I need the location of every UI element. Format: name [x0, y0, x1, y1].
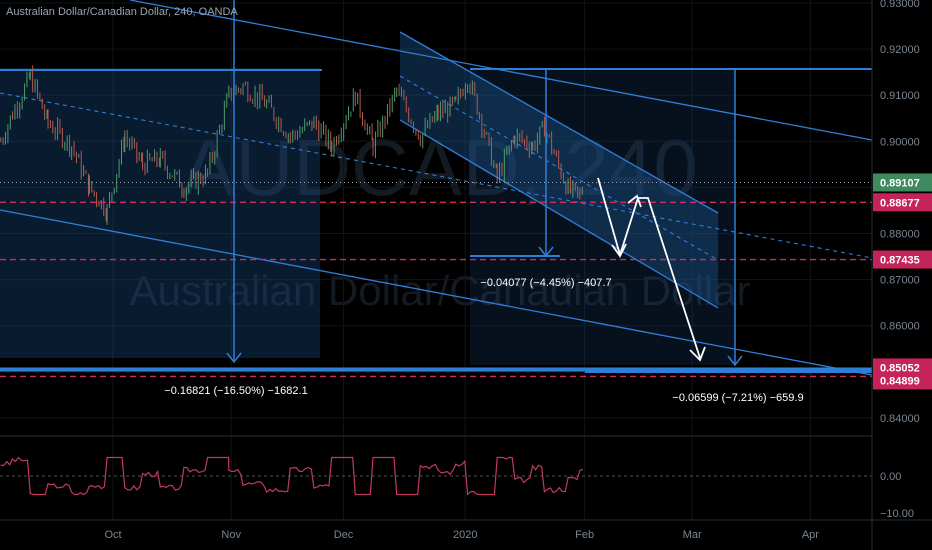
price-tick-label: 0.87000: [880, 275, 920, 287]
symbol-header: Australian Dollar/Canadian Dollar, 240, …: [6, 6, 238, 18]
measure-arrow-right-head: [727, 355, 743, 367]
arrows: [226, 0, 743, 367]
time-tick-label: Apr: [802, 529, 819, 541]
price-tick-label: 0.88000: [880, 229, 920, 241]
time-tick-label: Nov: [221, 529, 241, 541]
box-fill-right: [470, 68, 735, 365]
measurement-labels: −0.16821 (−16.50%) −1682.1 −0.04077 (−4.4…: [164, 277, 803, 404]
measure-arrow-left-head: [226, 352, 242, 364]
short-channel-lower: [399, 119, 719, 309]
price-label-bg: [873, 371, 932, 390]
box-fill-left: [0, 68, 320, 358]
measurement-label: −0.06599 (−7.21%) −659.9: [672, 392, 803, 404]
horizontal-levels: [0, 181, 872, 378]
short-channel-upper: [399, 31, 719, 214]
price-tick-label: 0.86000: [880, 321, 920, 333]
oscillator-line: [0, 456, 584, 496]
price-tick-label: 0.93000: [880, 0, 920, 10]
channel-mid-line: [0, 92, 873, 259]
watermark-name: Australian Dollar/Canadian Dollar: [130, 267, 751, 314]
price-label: 0.84899: [880, 375, 920, 387]
price-label: 0.87435: [880, 255, 920, 267]
drawing-lines: [0, 0, 873, 376]
price-label: 0.88677: [880, 197, 920, 209]
oscillator-tick-label: −10.00: [880, 508, 914, 520]
short-channel-mid: [399, 75, 719, 261]
time-tick-label: Dec: [334, 529, 354, 541]
price-label-bg: [873, 250, 932, 269]
symbol-interval: 240: [174, 6, 193, 18]
oscillator-pane: [0, 456, 872, 496]
time-tick-label: Oct: [104, 529, 121, 541]
measure-arrow-mid-head: [538, 246, 554, 258]
price-tick-label: 0.90000: [880, 136, 920, 148]
time-tick-label: Mar: [683, 529, 702, 541]
time-tick-label: 2020: [453, 529, 477, 541]
measurement-label: −0.16821 (−16.50%) −1682.1: [164, 385, 307, 397]
measurement-label: −0.04077 (−4.45%) −407.7: [480, 277, 611, 289]
symbol-description: Australian Dollar/Canadian Dollar: [6, 6, 169, 18]
projection-head-2: [627, 194, 642, 208]
watermark-ticker: AUDCAD, 240: [182, 123, 698, 212]
projection-head-1: [611, 243, 627, 258]
symbol-exchange: OANDA: [198, 6, 238, 18]
solid-level: [0, 367, 872, 372]
oscillator-tick-label: 0.00: [880, 471, 901, 483]
candle-series: [0, 65, 583, 225]
channel-fills: [0, 32, 735, 365]
price-label-bg: [873, 173, 932, 192]
price-tick-label: 0.91000: [880, 90, 920, 102]
price-tick-label: 0.84000: [880, 413, 920, 425]
time-axis[interactable]: Oct Nov Dec 2020 Feb Mar Apr: [104, 529, 819, 541]
short-channel-fill: [400, 32, 718, 308]
projection-head-3: [689, 346, 706, 362]
price-tick-label: 0.92000: [880, 44, 920, 56]
time-tick-label: Feb: [575, 529, 594, 541]
price-label: 0.89107: [880, 177, 920, 189]
channel-lower-line: [0, 209, 873, 376]
price-label: 0.85052: [880, 362, 920, 374]
price-label-bg: [873, 193, 932, 212]
